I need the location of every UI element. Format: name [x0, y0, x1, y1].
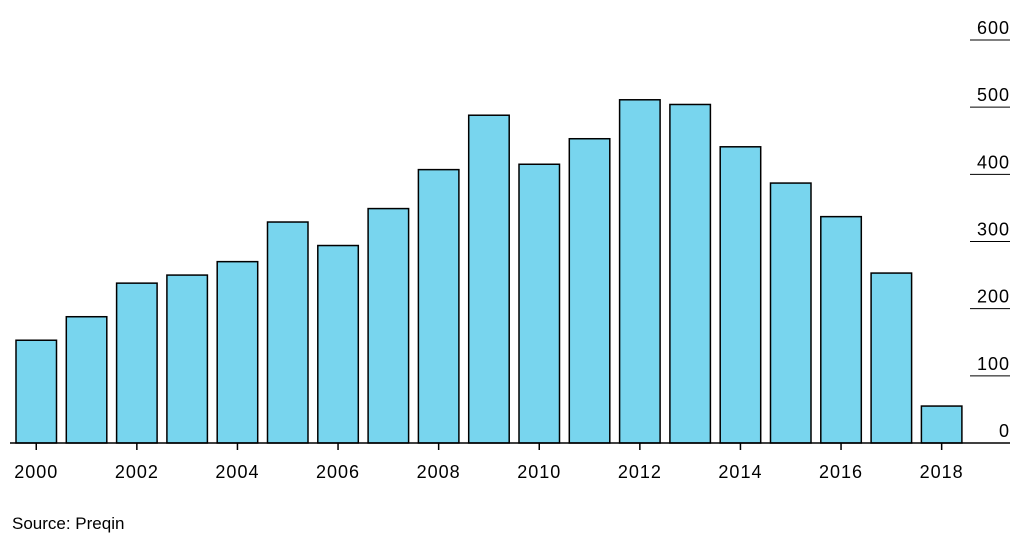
- bar-2007: [367, 207, 410, 444]
- bar-2001: [65, 315, 108, 444]
- x-tick-label-2014: 2014: [718, 462, 762, 482]
- x-tick-label-2012: 2012: [618, 462, 662, 482]
- bar-2012: [618, 99, 661, 444]
- x-tick-label-2018: 2018: [920, 462, 964, 482]
- x-tick-label-2002: 2002: [115, 462, 159, 482]
- bar-2008: [417, 168, 460, 444]
- bar-2002: [115, 282, 158, 444]
- bar-2004: [216, 260, 259, 444]
- bar-2005: [266, 221, 309, 444]
- x-tick-label-2010: 2010: [517, 462, 561, 482]
- bar-2003: [166, 274, 209, 444]
- x-tick-label-2000: 2000: [14, 462, 58, 482]
- bar-2009: [467, 114, 510, 444]
- bar-2010: [518, 163, 561, 444]
- bar-2014: [719, 146, 762, 444]
- source-note: Source: Preqin: [12, 514, 125, 533]
- x-tick-label-2004: 2004: [215, 462, 259, 482]
- bar-2006: [317, 244, 360, 444]
- x-tick-label-2006: 2006: [316, 462, 360, 482]
- y-tick-label-600: 600: [977, 18, 1010, 38]
- bar-chart: 2000 2002 2004 2006 2008 2010 2012 2014 2016 2018…: [10, 18, 1010, 482]
- y-tick-label-300: 300: [977, 220, 1010, 240]
- y-tick-label-400: 400: [977, 152, 1010, 172]
- x-tick-label-2008: 2008: [417, 462, 461, 482]
- bar-2013: [669, 103, 712, 444]
- y-tick-label-100: 100: [977, 354, 1010, 374]
- y-tick-label-200: 200: [977, 287, 1010, 307]
- x-tick-label-2016: 2016: [819, 462, 863, 482]
- bar-2011: [568, 137, 611, 444]
- bar-2018: [920, 405, 963, 444]
- y-tick-label-500: 500: [977, 85, 1010, 105]
- bar-2000: [15, 339, 58, 444]
- bar-2016: [820, 215, 863, 444]
- bar-2017: [870, 272, 913, 444]
- y-tick-label-0: 0: [999, 421, 1010, 441]
- bar-2015: [769, 182, 812, 444]
